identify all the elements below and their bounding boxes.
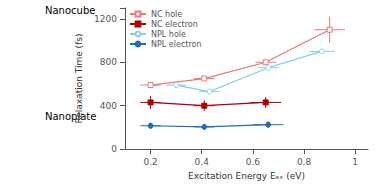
svg-text:NPL electron: NPL electron: [151, 40, 202, 49]
svg-text:Nanocube: Nanocube: [45, 5, 95, 16]
svg-text:1: 1: [352, 157, 358, 167]
svg-text:0.4: 0.4: [195, 157, 210, 167]
svg-text:800: 800: [100, 57, 117, 67]
svg-text:0.6: 0.6: [246, 157, 261, 167]
svg-text:0.8: 0.8: [297, 157, 312, 167]
svg-text:Relaxation Time (fs): Relaxation Time (fs): [74, 33, 84, 123]
svg-text:NPL hole: NPL hole: [151, 30, 186, 39]
svg-text:0: 0: [111, 144, 117, 154]
svg-text:Excitation Energy Eₑₓ (eV): Excitation Energy Eₑₓ (eV): [188, 171, 305, 181]
svg-text:NC hole: NC hole: [151, 10, 182, 19]
svg-text:Nanoplate: Nanoplate: [45, 111, 96, 122]
svg-text:0.2: 0.2: [143, 157, 157, 167]
svg-text:1200: 1200: [94, 14, 117, 24]
svg-text:NC electron: NC electron: [151, 20, 198, 29]
svg-text:400: 400: [100, 101, 117, 111]
